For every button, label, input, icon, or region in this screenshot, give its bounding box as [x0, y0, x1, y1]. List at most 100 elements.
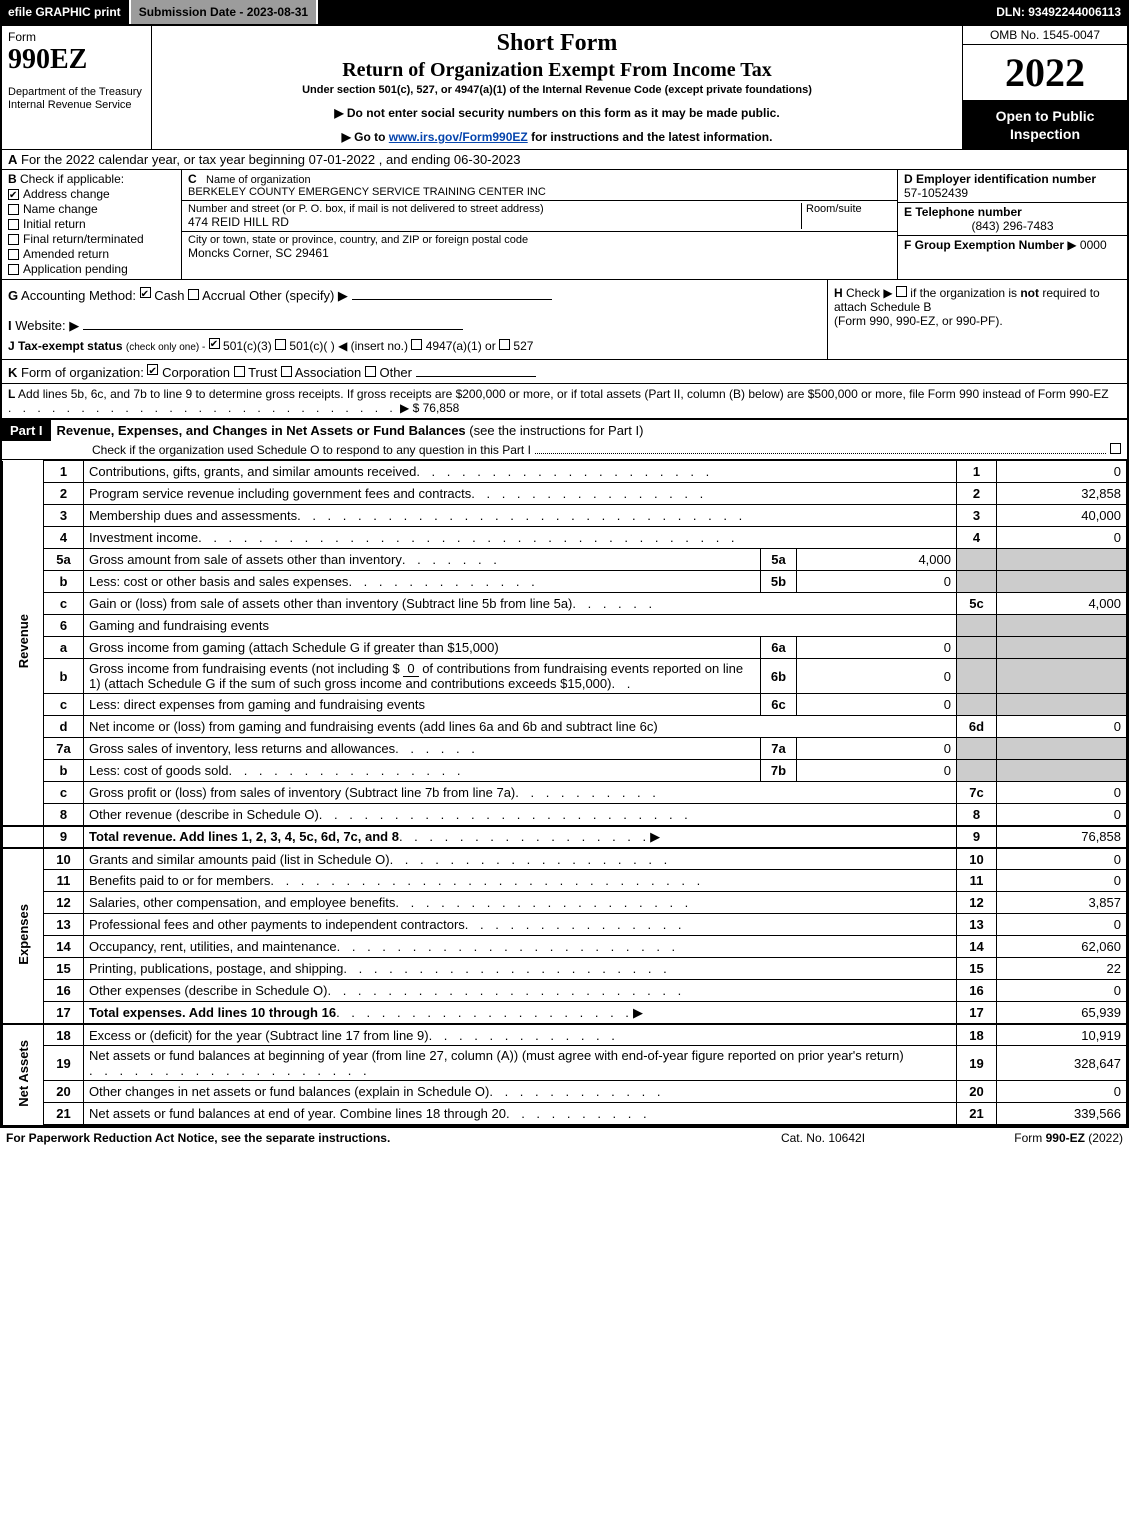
opt-501c: 501(c)( ) ◀ (insert no.)	[289, 339, 408, 353]
website-input[interactable]	[83, 316, 463, 330]
l3-n: 3	[44, 505, 84, 527]
row-l: L Add lines 5b, 6c, and 7b to line 9 to …	[2, 384, 1127, 420]
short-form-title: Short Form	[158, 30, 956, 57]
chk-corp[interactable]	[147, 364, 158, 375]
opt-other: Other	[379, 365, 412, 380]
line-8: 8 Other revenue (describe in Schedule O)…	[3, 804, 1127, 826]
topbar-spacer	[318, 0, 988, 24]
part1-header-row: Part I Revenue, Expenses, and Changes in…	[2, 420, 1127, 460]
l14-ln: 14	[957, 936, 997, 958]
irs-link[interactable]: www.irs.gov/Form990EZ	[389, 130, 528, 144]
chk-amended[interactable]	[8, 249, 19, 260]
chk-trust[interactable]	[234, 366, 245, 377]
l6d-desc: Net income or (loss) from gaming and fun…	[84, 716, 957, 738]
opt-4947: 4947(a)(1) or	[426, 339, 496, 353]
l5b-shaded1	[957, 571, 997, 593]
l6a-sub: 6a	[761, 637, 797, 659]
l7b-desc: Less: cost of goods sold . . . . . . . .…	[84, 760, 761, 782]
line-17: 17 Total expenses. Add lines 10 through …	[3, 1002, 1127, 1024]
l6-desc: Gaming and fundraising events	[84, 615, 957, 637]
line-5b: b Less: cost or other basis and sales ex…	[3, 571, 1127, 593]
chk-527[interactable]	[499, 339, 510, 350]
l3-desc: Membership dues and assessments . . . . …	[84, 505, 957, 527]
col-b-org-info: C Name of organization BERKELEY COUNTY E…	[182, 170, 897, 279]
line-18: Net Assets 18 Excess or (deficit) for th…	[3, 1024, 1127, 1046]
c-label: C	[188, 172, 197, 186]
l10-val: 0	[997, 848, 1127, 870]
l6b-desc: Gross income from fundraising events (no…	[84, 659, 761, 694]
revenue-side: Revenue	[3, 461, 44, 826]
l19-desc: Net assets or fund balances at beginning…	[84, 1046, 957, 1081]
l7a-sub: 7a	[761, 738, 797, 760]
l1-ln: 1	[957, 461, 997, 483]
line-6a: a Gross income from gaming (attach Sched…	[3, 637, 1127, 659]
l5a-desc: Gross amount from sale of assets other t…	[84, 549, 761, 571]
l6c-shaded2	[997, 694, 1127, 716]
l18-val: 10,919	[997, 1024, 1127, 1046]
l6b-sub: 6b	[761, 659, 797, 694]
l15-val: 22	[997, 958, 1127, 980]
chk-other-org[interactable]	[365, 366, 376, 377]
k-label: K	[8, 365, 17, 380]
city-label: City or town, state or province, country…	[188, 234, 528, 246]
group-exemption-val: ▶ 0000	[1067, 238, 1106, 252]
l12-desc: Salaries, other compensation, and employ…	[84, 892, 957, 914]
line-15: 15 Printing, publications, postage, and …	[3, 958, 1127, 980]
l6b-shaded1	[957, 659, 997, 694]
ein-value: 57-1052439	[904, 186, 1121, 200]
l-val: ▶ $ 76,858	[400, 401, 459, 415]
chk-initial-return[interactable]	[8, 219, 19, 230]
d-label: D Employer identification number	[904, 172, 1121, 186]
row-a-text: For the 2022 calendar year, or tax year …	[21, 152, 520, 167]
l21-desc: Net assets or fund balances at end of ye…	[84, 1103, 957, 1125]
return-title: Return of Organization Exempt From Incom…	[158, 59, 956, 82]
l5c-desc: Gain or (loss) from sale of assets other…	[84, 593, 957, 615]
g-label: G	[8, 288, 18, 303]
chk-501c3[interactable]	[209, 338, 220, 349]
chk-cash[interactable]	[140, 287, 151, 298]
h-text1: Check ▶	[846, 286, 893, 300]
phone-value: (843) 296-7483	[904, 219, 1121, 233]
chk-address-change[interactable]	[8, 189, 19, 200]
l11-n: 11	[44, 870, 84, 892]
l9-val: 76,858	[997, 826, 1127, 848]
chk-final-return[interactable]	[8, 234, 19, 245]
l21-ln: 21	[957, 1103, 997, 1125]
other-input[interactable]	[352, 286, 552, 300]
l6a-desc: Gross income from gaming (attach Schedul…	[84, 637, 761, 659]
header-mid: Short Form Return of Organization Exempt…	[152, 26, 962, 149]
chk-name-change[interactable]	[8, 204, 19, 215]
l19-val: 328,647	[997, 1046, 1127, 1081]
efile-print[interactable]: efile GRAPHIC print	[0, 0, 131, 24]
chk-schedule-o[interactable]	[1110, 443, 1121, 454]
l6a-shaded2	[997, 637, 1127, 659]
chk-final-label: Final return/terminated	[23, 232, 144, 246]
l1-desc: Contributions, gifts, grants, and simila…	[84, 461, 957, 483]
other-label: Other (specify) ▶	[249, 288, 348, 303]
footer-right-prefix: Form	[1014, 1131, 1045, 1145]
l5c-ln: 5c	[957, 593, 997, 615]
instr-line-1: ▶ Do not enter social security numbers o…	[158, 106, 956, 120]
chk-accrual[interactable]	[188, 289, 199, 300]
other-org-input[interactable]	[416, 363, 536, 377]
l2-val: 32,858	[997, 483, 1127, 505]
check-if-label: Check if applicable:	[20, 172, 124, 186]
l18-n: 18	[44, 1024, 84, 1046]
addr-label: Number and street (or P. O. box, if mail…	[188, 203, 801, 215]
l15-ln: 15	[957, 958, 997, 980]
chk-schedule-b[interactable]	[896, 286, 907, 297]
form-label: Form	[8, 30, 145, 44]
netassets-side: Net Assets	[3, 1024, 44, 1125]
chk-4947[interactable]	[411, 339, 422, 350]
l5b-desc: Less: cost or other basis and sales expe…	[84, 571, 761, 593]
c-name-label: Name of organization	[206, 174, 311, 186]
l5b-n: b	[44, 571, 84, 593]
b-label: B	[8, 172, 17, 186]
l5b-shaded2	[997, 571, 1127, 593]
chk-501c[interactable]	[275, 339, 286, 350]
chk-pending[interactable]	[8, 264, 19, 275]
instr-line-2: ▶ Go to www.irs.gov/Form990EZ for instru…	[158, 130, 956, 144]
e-label: E Telephone number	[904, 205, 1121, 219]
chk-assoc[interactable]	[281, 366, 292, 377]
l6-shaded2	[997, 615, 1127, 637]
